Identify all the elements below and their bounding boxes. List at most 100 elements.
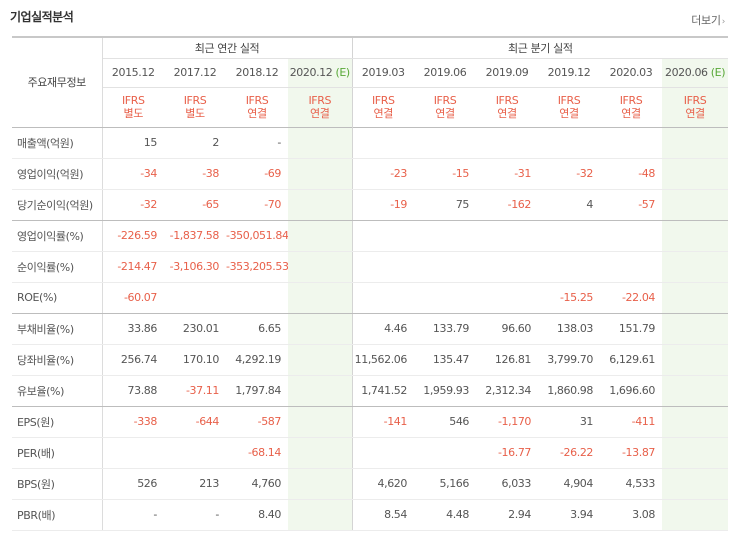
table-cell xyxy=(662,158,729,190)
table-cell: - xyxy=(164,499,226,531)
table-cell: 1,959.93 xyxy=(414,375,477,407)
report-type: IFRS 연결 xyxy=(538,87,600,127)
report-type: IFRS 연결 xyxy=(288,87,353,127)
estimate-mark: (E) xyxy=(707,66,726,79)
row-label: 당좌비율(%) xyxy=(12,344,103,376)
table-cell: 6,033 xyxy=(476,468,539,500)
row-label: 매출액(억원) xyxy=(12,126,103,159)
section-header: 기업실적분석 더보기› xyxy=(0,0,741,36)
table-cell xyxy=(476,282,539,314)
table-cell: -13.87 xyxy=(600,437,663,469)
table-row: 당기순이익(억원) -32 -65 -70 -19 75 -162 4 -57 xyxy=(12,189,729,221)
table-cell: -411 xyxy=(600,406,663,438)
table-cell xyxy=(662,468,729,500)
table-cell: 126.81 xyxy=(476,344,539,376)
table-cell xyxy=(662,406,729,438)
row-label: 영업이익률(%) xyxy=(12,220,103,252)
table-cell: 75 xyxy=(414,189,477,221)
table-row: 유보율(%) 73.88 -37.11 1,797.84 1,741.52 1,959.9… xyxy=(12,375,729,407)
report-type: IFRS 연결 xyxy=(662,87,729,127)
table-cell: -15.25 xyxy=(538,282,601,314)
period-label: 2018.12 xyxy=(235,66,279,79)
row-label: PER(배) xyxy=(12,437,103,469)
period-header: 2020.12 (E) xyxy=(288,58,353,88)
table-cell: 256.74 xyxy=(102,344,164,376)
report-type: IFRS 별도 xyxy=(164,87,226,127)
table-cell: -32 xyxy=(538,158,601,190)
table-cell xyxy=(538,220,601,252)
table-cell: -15 xyxy=(414,158,477,190)
table-cell: -34 xyxy=(102,158,164,190)
table-cell xyxy=(414,126,477,159)
table-cell xyxy=(538,251,601,283)
table-cell xyxy=(662,251,729,283)
table-cell: -587 xyxy=(226,406,288,438)
table-cell: 4,292.19 xyxy=(226,344,288,376)
table-cell: 526 xyxy=(102,468,164,500)
report-type: IFRS 연결 xyxy=(476,87,538,127)
table-cell: 15 xyxy=(102,126,164,159)
table-cell xyxy=(288,126,353,159)
table-row: ROE(%) -60.07 -15.25 -22.04 xyxy=(12,282,729,314)
table-cell: 4 xyxy=(538,189,601,221)
table-cell: -644 xyxy=(164,406,226,438)
table-cell: -31 xyxy=(476,158,539,190)
more-link[interactable]: 더보기› xyxy=(691,12,725,28)
report-type-line: IFRS xyxy=(557,94,581,107)
report-type-line: IFRS xyxy=(683,94,707,107)
row-label: 당기순이익(억원) xyxy=(12,189,103,221)
table-cell: - xyxy=(102,499,164,531)
table-cell xyxy=(288,499,353,531)
table-cell: 4,620 xyxy=(351,468,415,500)
table-cell xyxy=(414,282,477,314)
table-cell: 2,312.34 xyxy=(476,375,539,407)
table-cell: 4.48 xyxy=(414,499,477,531)
table-cell: 3.08 xyxy=(600,499,663,531)
table-cell: -32 xyxy=(102,189,164,221)
period-header: 2018.12 xyxy=(226,58,288,88)
table-row: 당좌비율(%) 256.74 170.10 4,292.19 11,562.06 135.… xyxy=(12,344,729,376)
table-cell xyxy=(288,437,353,469)
report-type: IFRS 연결 xyxy=(351,87,415,127)
period-header: 2019.09 xyxy=(476,58,539,88)
table-row: 영업이익(억원) -34 -38 -69 -23 -15 -31 -32 -48 xyxy=(12,158,729,190)
table-cell xyxy=(662,220,729,252)
table-cell xyxy=(351,126,415,159)
estimate-mark: (E) xyxy=(332,66,350,79)
table-cell: -23 xyxy=(351,158,415,190)
table-cell xyxy=(662,344,729,376)
period-label: 2017.12 xyxy=(173,66,217,79)
table-row: 순이익률(%) -214.47 -3,106.30 -353,205.53 xyxy=(12,251,729,283)
table-cell xyxy=(600,251,663,283)
period-header: 2020.06 (E) xyxy=(662,58,729,88)
table-cell: 2.94 xyxy=(476,499,539,531)
table-cell: -57 xyxy=(600,189,663,221)
table-cell: 31 xyxy=(538,406,601,438)
table-cell: 96.60 xyxy=(476,313,539,345)
table-cell: -70 xyxy=(226,189,288,221)
table-cell xyxy=(288,282,353,314)
table-cell xyxy=(600,220,663,252)
table-cell: 138.03 xyxy=(538,313,601,345)
table-cell: 73.88 xyxy=(102,375,164,407)
table-cell xyxy=(288,251,353,283)
table-cell xyxy=(414,437,477,469)
table-cell: -226.59 xyxy=(102,220,164,252)
table-cell: 213 xyxy=(164,468,226,500)
table-cell xyxy=(164,282,226,314)
table-cell: -68.14 xyxy=(226,437,288,469)
report-type-line: 연결 xyxy=(621,107,641,120)
table-cell xyxy=(662,437,729,469)
table-cell: 8.54 xyxy=(351,499,415,531)
report-type-line: 별도 xyxy=(185,107,205,120)
report-type: IFRS 연결 xyxy=(414,87,476,127)
table-cell xyxy=(414,251,477,283)
table-row: 부채비율(%) 33.86 230.01 6.65 4.46 133.79 96.60 138… xyxy=(12,313,729,345)
report-type-line: IFRS xyxy=(121,94,145,107)
table-cell xyxy=(288,375,353,407)
table-cell: -19 xyxy=(351,189,415,221)
report-type: IFRS 별도 xyxy=(102,87,164,127)
table-cell: 1,860.98 xyxy=(538,375,601,407)
period-header: 2017.12 xyxy=(164,58,226,88)
table-cell: 1,696.60 xyxy=(600,375,663,407)
